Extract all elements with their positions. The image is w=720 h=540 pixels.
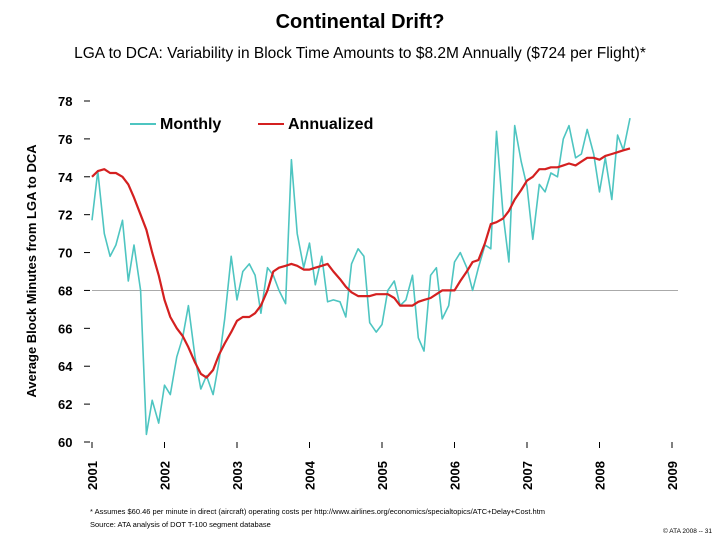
copyright: © ATA 2008 -- 31 xyxy=(663,527,712,535)
x-tick-label: 2008 xyxy=(593,461,608,490)
y-tick-label: 62 xyxy=(58,397,72,412)
x-tick-label: 2005 xyxy=(375,461,390,490)
x-tick-label: 2002 xyxy=(158,461,173,490)
x-tick-label: 2007 xyxy=(520,461,535,490)
y-tick-label: 72 xyxy=(58,208,72,223)
x-tick-label: 2009 xyxy=(665,461,680,490)
legend-label: Monthly xyxy=(160,116,221,133)
x-tick-label: 2006 xyxy=(448,461,463,490)
chart-title: Continental Drift? xyxy=(276,11,445,33)
legend-label: Annualized xyxy=(288,116,373,133)
y-tick-label: 74 xyxy=(58,170,73,185)
y-axis-label: Average Block Minutes from LGA to DCA xyxy=(24,144,39,398)
footnote: * Assumes $60.46 per minute in direct (a… xyxy=(90,507,545,516)
x-tick-label: 2004 xyxy=(303,460,318,490)
x-tick-label: 2001 xyxy=(85,461,100,490)
series-line xyxy=(91,117,631,436)
y-tick-label: 64 xyxy=(58,359,73,374)
source-note: Source: ATA analysis of DOT T-100 segmen… xyxy=(90,520,271,529)
y-tick-label: 70 xyxy=(58,246,72,261)
chart-subtitle: LGA to DCA: Variability in Block Time Am… xyxy=(74,45,646,62)
y-tick-label: 76 xyxy=(58,132,72,147)
y-tick-label: 60 xyxy=(58,435,72,450)
series-line xyxy=(91,147,631,379)
y-tick-label: 68 xyxy=(58,283,72,298)
y-tick-label: 78 xyxy=(58,94,72,109)
x-tick-label: 2003 xyxy=(230,461,245,490)
y-tick-label: 66 xyxy=(58,321,72,336)
